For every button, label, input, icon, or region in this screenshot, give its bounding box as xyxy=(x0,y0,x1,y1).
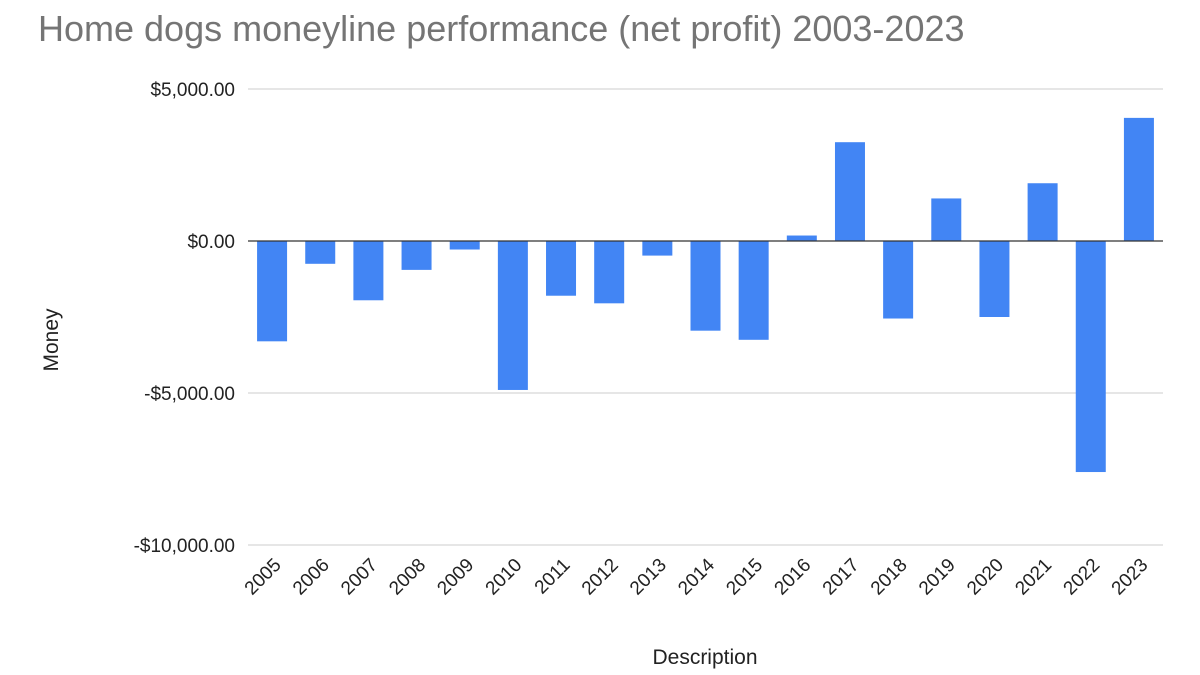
y-tick-label: -$5,000.00 xyxy=(144,384,235,405)
x-tick-label: 2021 xyxy=(1011,555,1056,600)
bar-2006 xyxy=(305,241,336,264)
y-tick-label: -$10,000.00 xyxy=(134,536,235,557)
bar-2007 xyxy=(353,241,384,301)
bar-2005 xyxy=(257,241,288,342)
y-tick-label: $5,000.00 xyxy=(150,80,235,101)
bar-2018 xyxy=(883,241,914,319)
bar-2021 xyxy=(1027,183,1058,241)
x-tick-label: 2010 xyxy=(482,555,527,600)
bar-2022 xyxy=(1075,241,1106,473)
bar-2020 xyxy=(979,241,1010,317)
x-axis-ticks: 2005 2006 2007 2008 2009 2010 2011 2012 2013 2014… xyxy=(241,554,1153,599)
y-axis-title: Money xyxy=(40,308,63,372)
chart-title: Home dogs moneyline performance (net pro… xyxy=(38,8,965,49)
bar-2008 xyxy=(401,241,432,270)
x-tick-label: 2018 xyxy=(867,555,912,600)
x-tick-label: 2011 xyxy=(531,555,575,599)
y-tick-label: $0.00 xyxy=(187,232,235,253)
x-tick-label: 2005 xyxy=(241,555,286,600)
bar-2012 xyxy=(594,241,625,304)
x-tick-label: 2016 xyxy=(771,555,816,600)
y-axis-ticks: $5,000.00 $0.00 -$5,000.00 -$10,000.00 xyxy=(134,80,235,557)
x-tick-label: 2009 xyxy=(433,555,478,600)
bar-2014 xyxy=(690,241,721,331)
bar-2023 xyxy=(1123,117,1154,241)
x-tick-label: 2017 xyxy=(819,555,864,600)
x-tick-label: 2019 xyxy=(915,555,960,600)
x-tick-label: 2012 xyxy=(578,555,623,600)
bar-2016 xyxy=(786,235,817,241)
x-tick-label: 2022 xyxy=(1060,555,1105,600)
x-tick-label: 2015 xyxy=(722,555,767,600)
bar-2010 xyxy=(497,241,528,390)
x-tick-label: 2023 xyxy=(1108,555,1153,600)
bar-2009 xyxy=(449,241,480,250)
x-tick-label: 2008 xyxy=(385,555,430,600)
x-tick-label: 2020 xyxy=(963,555,1008,600)
bar-2019 xyxy=(931,198,962,241)
bar-2015 xyxy=(738,241,769,340)
x-tick-label: 2014 xyxy=(674,554,719,599)
bar-2013 xyxy=(642,241,673,256)
bars xyxy=(257,117,1154,473)
gridlines xyxy=(248,88,1163,546)
bar-2011 xyxy=(546,241,577,296)
x-tick-label: 2006 xyxy=(289,555,334,600)
x-tick-label: 2013 xyxy=(626,555,671,600)
bar-2017 xyxy=(834,142,865,241)
x-axis-title: Description xyxy=(652,646,757,669)
x-tick-label: 2007 xyxy=(337,555,382,600)
